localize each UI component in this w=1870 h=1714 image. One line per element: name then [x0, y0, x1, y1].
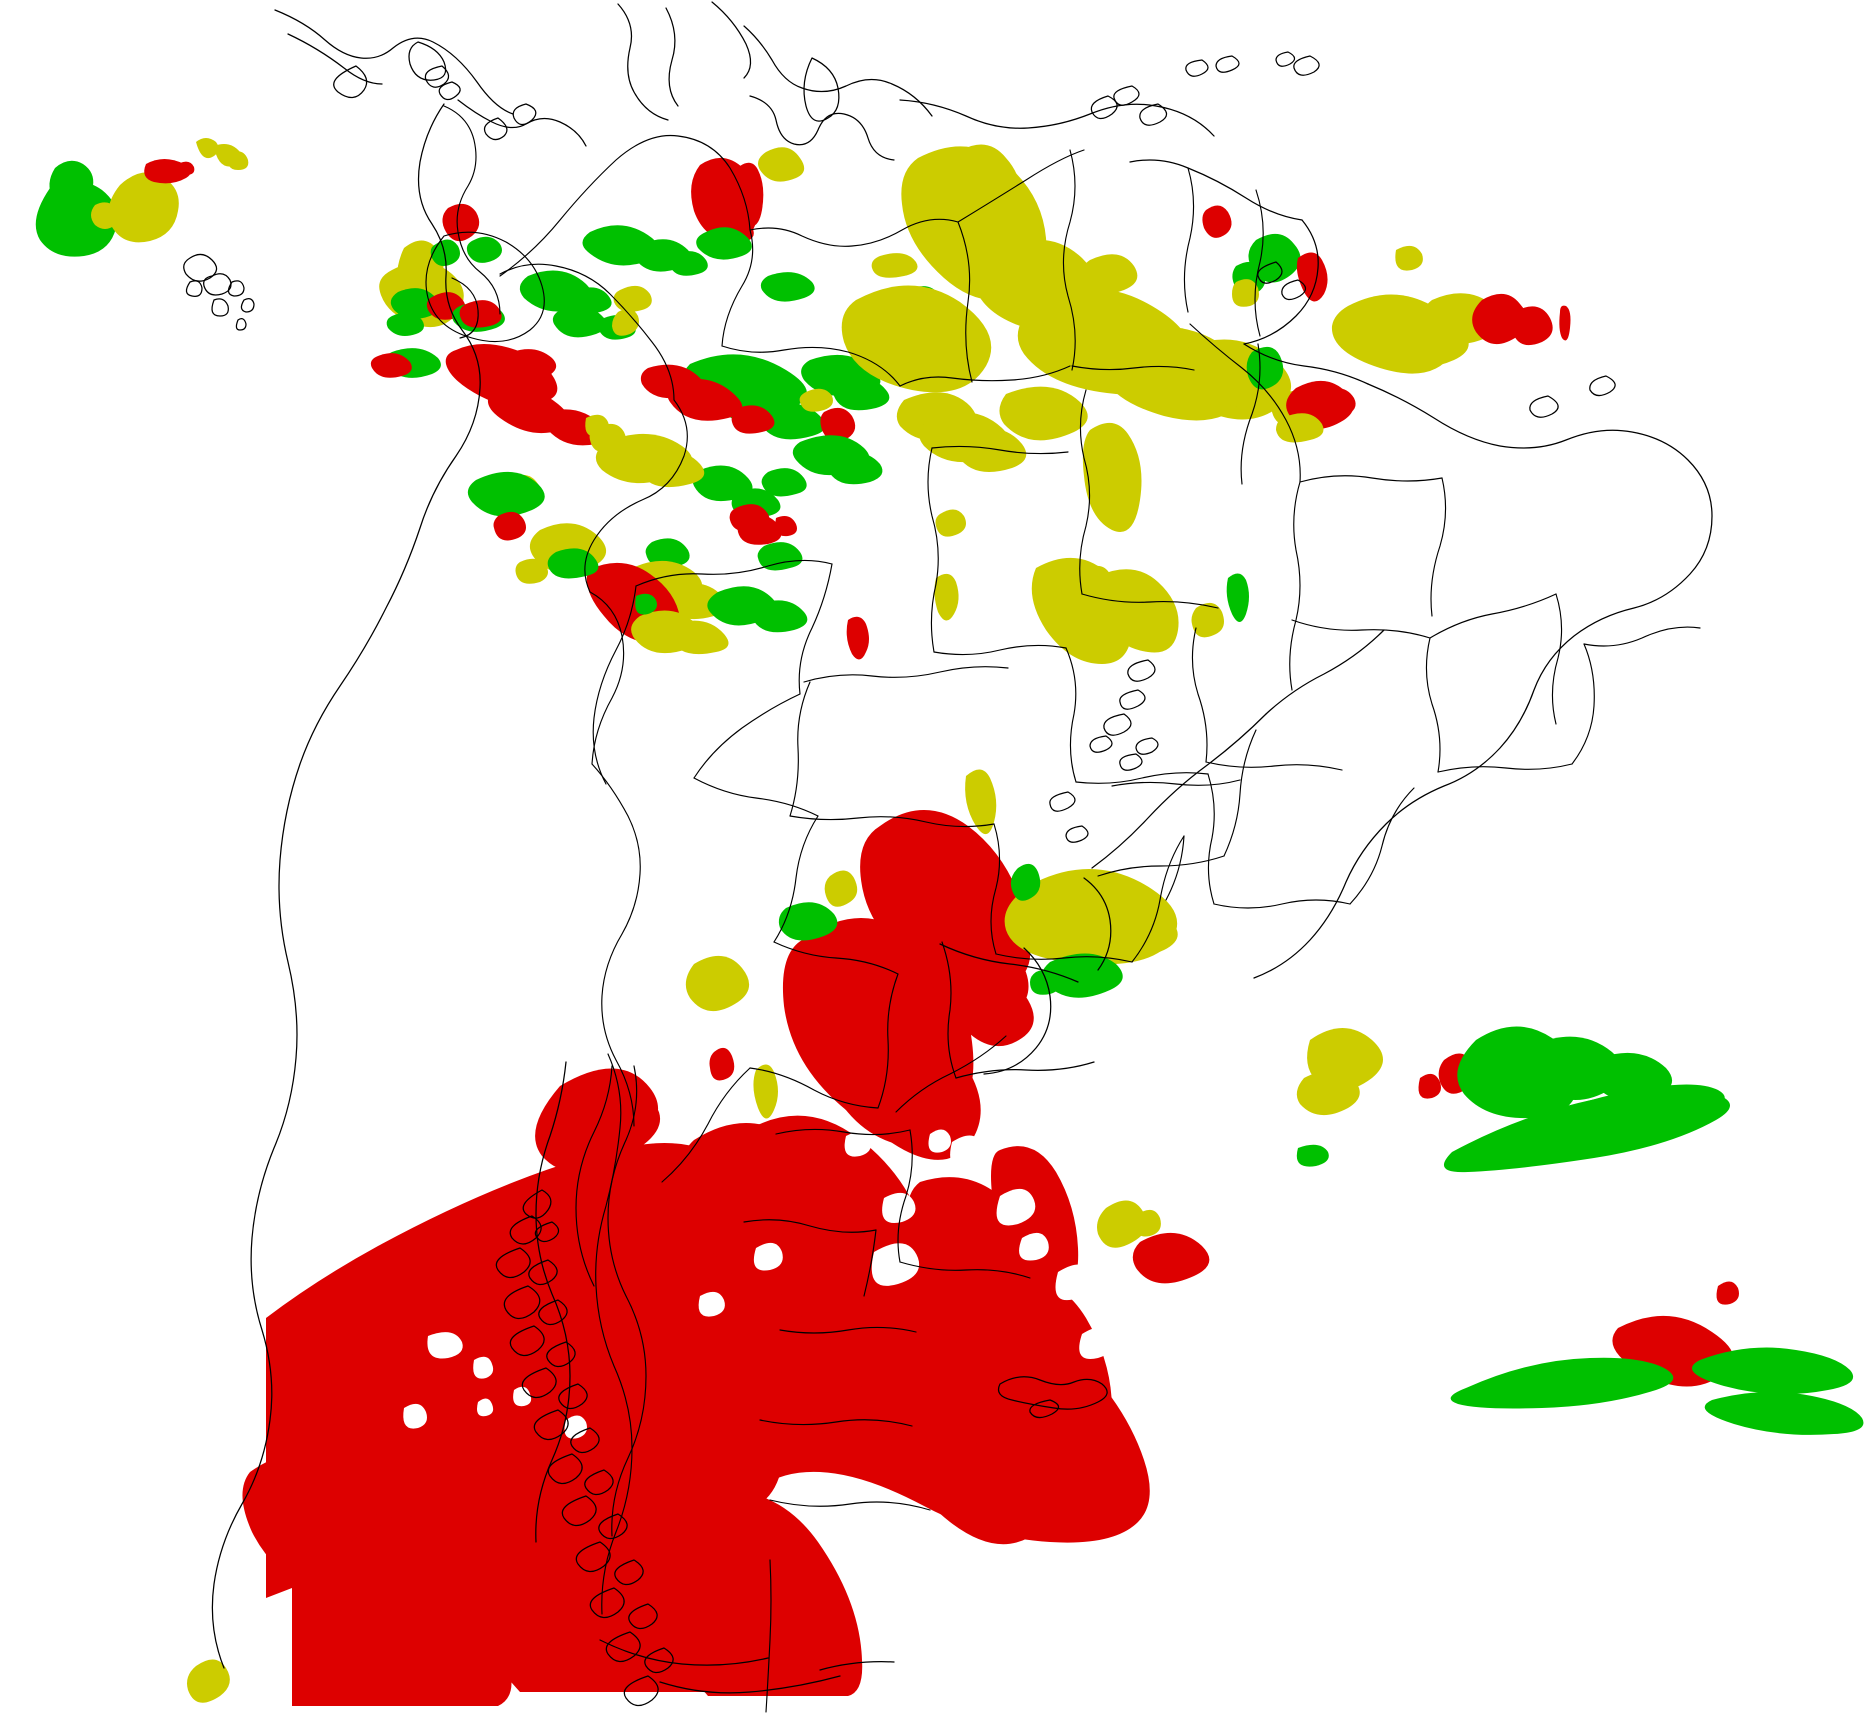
blob-group-pacific-northwest	[35, 138, 249, 257]
blob-group-amazon-west	[519, 147, 942, 340]
blob-group-andes-north	[370, 203, 607, 446]
blob-group-south-atlantic	[187, 1026, 1864, 1703]
blob-group-northeast-brazil	[1053, 205, 1571, 653]
political-boundaries-layer	[183, 1, 1713, 1712]
blob-group-amazon-central	[459, 300, 966, 660]
blob-group-plata	[685, 769, 1178, 1299]
blob-group-patagonia	[242, 1068, 1150, 1706]
anomaly-blob-layer	[35, 138, 1864, 1706]
